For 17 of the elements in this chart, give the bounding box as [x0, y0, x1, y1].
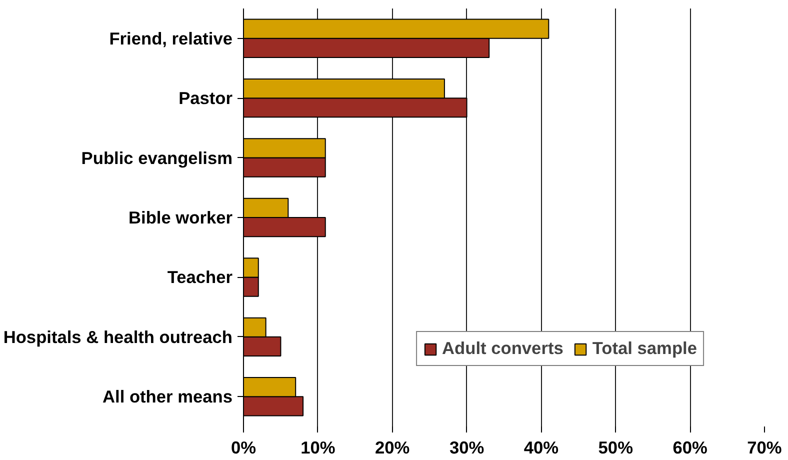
x-tick-label: 0%: [230, 438, 256, 458]
x-tick-label: 10%: [300, 438, 336, 458]
y-tick-label: Bible worker: [128, 208, 233, 228]
y-tick-label: Hospitals & health outreach: [3, 326, 233, 347]
y-tick-label: Friend, relative: [109, 28, 233, 48]
legend-label: Total sample: [592, 338, 697, 359]
x-tick-label: 30%: [449, 438, 484, 458]
y-tick-label: All other means: [102, 386, 233, 407]
x-tick-label: 70%: [747, 438, 782, 458]
x-tick-label: 20%: [375, 438, 410, 458]
x-tick-label: 40%: [524, 438, 559, 458]
y-tick-label: Teacher: [167, 267, 233, 288]
x-tick-label: 50%: [598, 438, 633, 458]
y-tick-label: Pastor: [178, 88, 233, 108]
y-tick-label: Public evangelism: [81, 148, 233, 168]
x-tick-label: 60%: [672, 438, 708, 458]
legend-label: Adult converts: [442, 338, 564, 359]
